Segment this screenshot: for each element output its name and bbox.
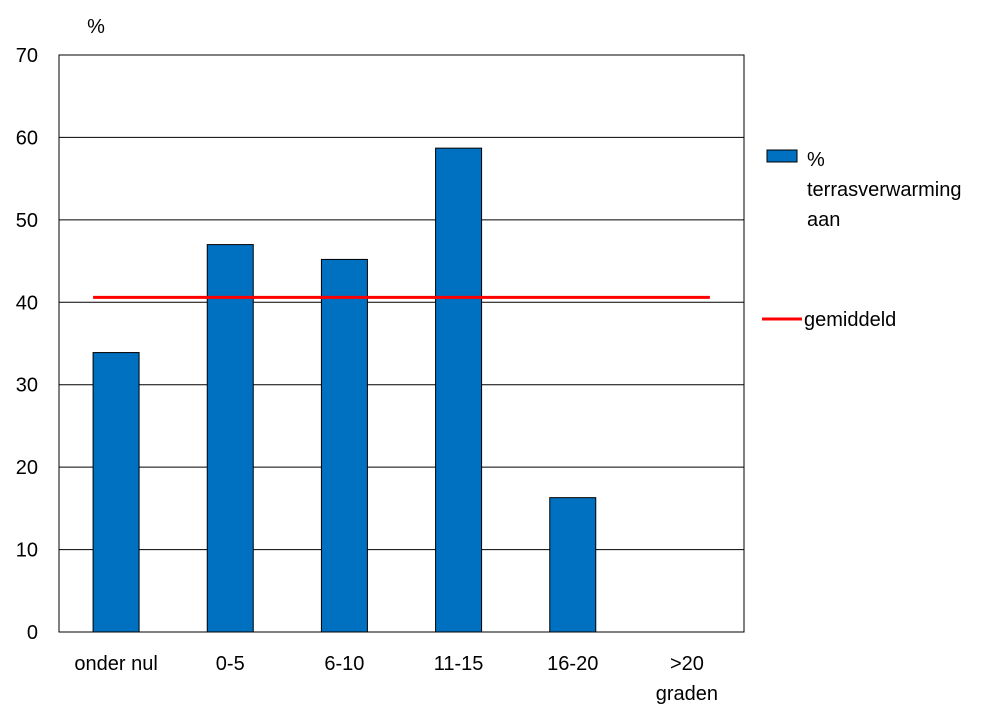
y-tick-label: 0 [27, 622, 38, 644]
y-tick-label: 10 [16, 540, 38, 562]
x-tick-label: 16-20 [547, 653, 598, 675]
x-axis-tick-labels: onder nul 0-5 6-10 11-15 16-20 >20 graden [74, 653, 718, 705]
bar [206, 244, 254, 633]
legend: % terrasverwarming aan gemiddeld [762, 149, 961, 331]
y-axis-tick-labels: 0 10 20 30 40 50 60 70 [16, 45, 38, 644]
legend-bar-swatch [766, 149, 798, 163]
bar [435, 147, 483, 633]
y-tick-label: 50 [16, 210, 38, 232]
x-tick-label: 6-10 [324, 653, 364, 675]
gridlines [59, 54, 744, 633]
y-tick-label: 40 [16, 292, 38, 314]
x-tick-label: onder nul [74, 653, 157, 675]
bar [92, 352, 140, 633]
y-tick-label: 60 [16, 127, 38, 149]
y-tick-label: 20 [16, 457, 38, 479]
x-tick-label: 0-5 [216, 653, 245, 675]
bar [320, 258, 368, 633]
y-axis-label: % [87, 16, 105, 38]
x-tick-label: >20 graden [656, 653, 718, 705]
bar [549, 497, 597, 633]
x-tick-label: 11-15 [434, 653, 484, 675]
legend-label-bar-series: % terrasverwarming aan [807, 149, 961, 231]
bars [92, 147, 597, 633]
y-tick-label: 30 [16, 375, 38, 397]
plot-area-frame [58, 54, 745, 633]
y-tick-label: 70 [16, 45, 38, 67]
legend-label-average: gemiddeld [804, 309, 896, 331]
